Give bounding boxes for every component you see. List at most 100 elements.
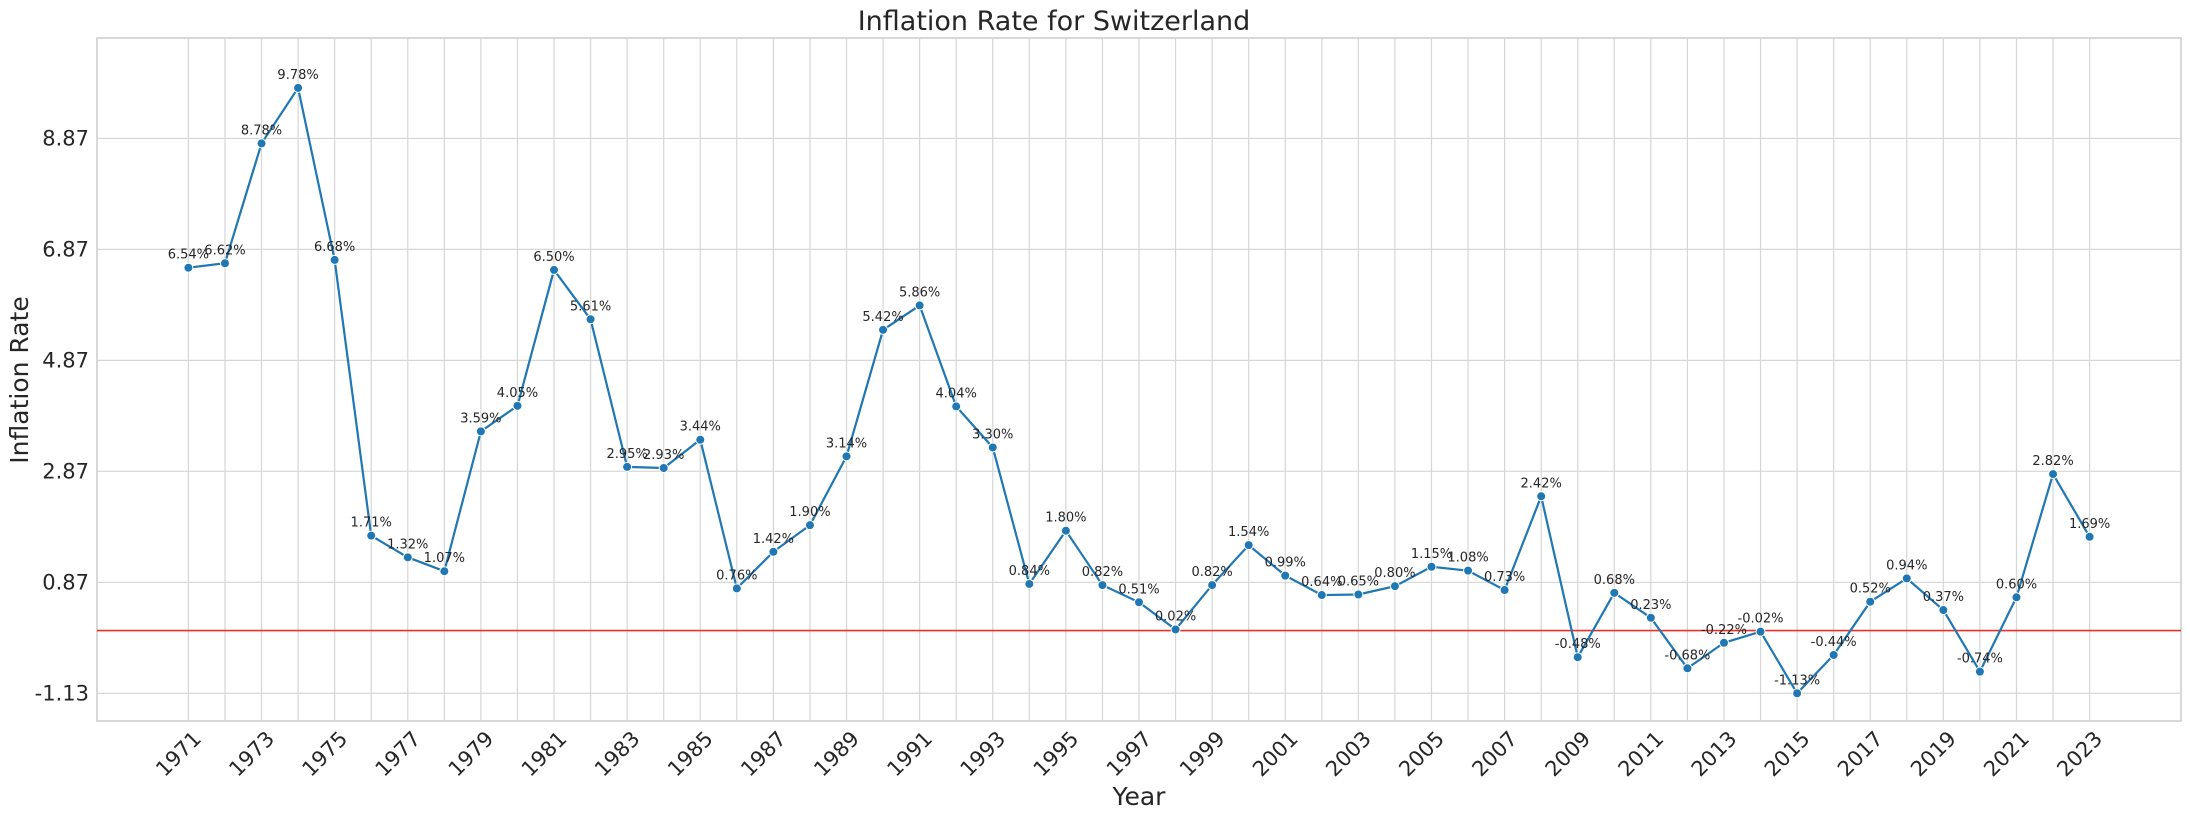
data-label: 1.90% (789, 505, 830, 520)
data-point (549, 264, 560, 275)
data-label: 0.84% (1009, 564, 1050, 579)
data-point (2048, 469, 2059, 480)
data-label: 5.86% (899, 285, 940, 300)
data-label: 2.82% (2032, 454, 2073, 469)
data-label: 3.44% (680, 420, 721, 435)
data-point (512, 400, 523, 411)
data-label: 1.42% (753, 532, 794, 547)
x-tick-label: 1975 (297, 727, 352, 782)
data-point (1097, 580, 1108, 591)
data-label: 6.62% (204, 243, 245, 258)
data-point (914, 300, 925, 311)
x-tick-label: 2023 (2052, 727, 2107, 782)
y-tick-label: 2.87 (42, 459, 89, 483)
x-tick-label: 1973 (224, 727, 279, 782)
data-label: 1.32% (387, 537, 428, 552)
data-point (1718, 637, 1729, 648)
data-point (1170, 624, 1181, 635)
y-axis-label: Inflation Rate (5, 296, 34, 463)
x-tick-label: 2003 (1321, 727, 1376, 782)
x-tick-label: 2013 (1687, 727, 1742, 782)
data-point (1536, 491, 1547, 502)
x-tick-label: 1989 (809, 727, 864, 782)
chart-title: Inflation Rate for Switzerland (858, 6, 1251, 37)
data-label: 0.94% (1886, 558, 1927, 573)
y-tick-label: -1.13 (35, 681, 89, 705)
data-point (183, 262, 194, 273)
data-label: 0.80% (1374, 566, 1415, 581)
data-points (183, 82, 2095, 699)
x-tick-label: 2009 (1541, 727, 1596, 782)
data-label: -0.02% (1738, 612, 1784, 627)
y-tick-label: 6.87 (42, 237, 89, 261)
data-point (585, 314, 596, 325)
y-tick-labels: -1.13 0.87 2.87 4.87 6.87 8.87 (35, 126, 89, 705)
data-label: 0.37% (1923, 590, 1964, 605)
data-point (987, 442, 998, 453)
data-point (951, 401, 962, 412)
x-tick-label: 2019 (1906, 727, 1961, 782)
x-tick-label: 2021 (1979, 727, 2034, 782)
data-labels: 6.54%6.62% 8.78% 9.78% 6.68% 1.71% 1.32%1.07%… (168, 68, 2111, 688)
data-label: 3.14% (826, 436, 867, 451)
data-point (695, 434, 706, 445)
data-label: 8.78% (241, 123, 282, 138)
data-label: -0.68% (1664, 648, 1710, 663)
data-point (366, 530, 377, 541)
data-label: 3.30% (972, 427, 1013, 442)
data-label: 4.05% (497, 386, 538, 401)
data-label: 1.69% (2069, 517, 2110, 532)
data-point (1499, 585, 1510, 596)
data-label: 1.07% (424, 551, 465, 566)
data-point (1828, 649, 1839, 660)
data-label: 0.99% (1265, 556, 1306, 571)
data-label: 6.54% (168, 248, 209, 263)
data-point (804, 520, 815, 531)
x-tick-label: 1977 (371, 727, 426, 782)
data-label: -0.44% (1811, 635, 1857, 650)
data-label: 0.65% (1338, 574, 1379, 589)
data-label: 3.59% (460, 411, 501, 426)
data-label: 5.42% (862, 310, 903, 325)
data-point (1645, 612, 1656, 623)
data-point (439, 566, 450, 577)
data-point (1938, 605, 1949, 616)
data-label: 6.50% (533, 250, 574, 265)
y-gridlines (97, 137, 2181, 694)
data-label: 6.68% (314, 240, 355, 255)
data-point (1901, 573, 1912, 584)
data-label: 0.82% (1082, 565, 1123, 580)
data-point (1609, 587, 1620, 598)
data-label: 0.76% (716, 568, 757, 583)
y-tick-label: 4.87 (42, 348, 89, 372)
data-label: 0.68% (1594, 573, 1635, 588)
data-point (219, 258, 230, 269)
data-point (731, 583, 742, 594)
data-label: 1.08% (1447, 551, 1488, 566)
x-gridlines (187, 38, 2091, 721)
data-point (402, 552, 413, 563)
data-point (293, 82, 304, 93)
data-label: 1.71% (351, 516, 392, 531)
y-tick-label: 0.87 (42, 570, 89, 594)
data-point (1865, 596, 1876, 607)
x-tick-label: 1995 (1029, 727, 1084, 782)
data-point (256, 138, 267, 149)
x-tick-label: 1981 (517, 727, 572, 782)
data-point (1024, 578, 1035, 589)
data-point (1134, 597, 1144, 608)
data-label: 5.61% (570, 299, 611, 314)
data-label: 0.51% (1118, 582, 1159, 597)
data-label: -0.22% (1701, 623, 1747, 638)
x-tick-label: 1987 (736, 727, 791, 782)
x-tick-label: 2015 (1760, 727, 1815, 782)
data-point (1389, 581, 1400, 592)
data-point (475, 426, 486, 437)
x-tick-label: 2011 (1614, 727, 1669, 782)
data-point (1974, 666, 1985, 677)
data-point (1316, 590, 1327, 601)
x-tick-label: 1993 (956, 727, 1011, 782)
data-point (1572, 652, 1583, 663)
data-point (1280, 570, 1291, 581)
